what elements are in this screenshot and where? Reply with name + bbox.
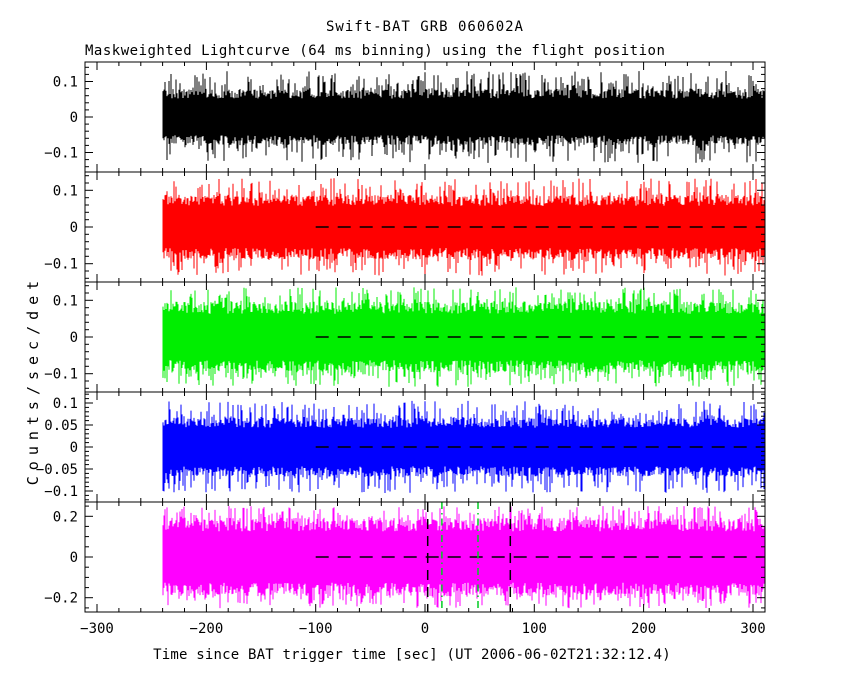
y-tick-label: 0.1 (53, 75, 78, 91)
y-tick-label: −0.1 (44, 146, 78, 162)
y-tick-label: 0 (70, 550, 78, 566)
panel-3: 0.1 0 −0.1 (44, 281, 766, 393)
x-tick-label: −100 (299, 621, 333, 637)
y-tick-label: 0.1 (53, 183, 78, 199)
y-tick-label: −0.05 (36, 462, 78, 478)
panel-1: 0.1 0 −0.1 (44, 61, 766, 173)
x-tick-label: −300 (80, 621, 114, 637)
x-tick-label: 200 (631, 621, 656, 637)
y-tick-label: −0.1 (44, 257, 78, 273)
chart-title: Swift-BAT GRB 060602A (326, 19, 524, 35)
y-tick-label: 0 (70, 440, 78, 456)
y-tick-label: −0.1 (44, 484, 78, 500)
panel-4: 0.1 0.05 0 −0.05 −0.1 (36, 391, 766, 503)
panels-group: 0.1 0 −0.1 0.1 0 −0.1 0.1 0 −0.1 0.1 0.05 0 −0.05 −0.… (36, 61, 766, 637)
panel-5: 0.2 0 −0.2 (44, 501, 766, 613)
x-tick-labels: −300 −200 −100 0 100 200 300 (80, 621, 766, 637)
y-tick-label: −0.1 (44, 367, 78, 383)
lightcurve-trace (162, 71, 766, 163)
x-tick-label: 300 (740, 621, 765, 637)
panel-2: 0.1 0 −0.1 (44, 171, 766, 283)
x-tick-label: −200 (190, 621, 224, 637)
x-tick-label: 100 (522, 621, 547, 637)
y-tick-label: −0.2 (44, 591, 78, 607)
x-tick-label: 0 (421, 621, 429, 637)
lightcurve-trace (162, 400, 766, 493)
y-tick-label: 0.05 (44, 418, 78, 434)
y-tick-label: 0.1 (53, 293, 78, 309)
y-tick-label: 0.1 (53, 396, 78, 412)
chart-subtitle: Maskweighted Lightcurve (64 ms binning) … (85, 43, 665, 59)
y-axis-label: Counts/sec/det (24, 275, 42, 485)
y-tick-label: 0 (70, 330, 78, 346)
lightcurve-trace (162, 287, 766, 387)
y-tick-label: 0.2 (53, 509, 78, 525)
x-axis-label: Time since BAT trigger time [sec] (UT 20… (153, 647, 671, 663)
y-tick-label: 0 (70, 220, 78, 236)
y-tick-label: 0 (70, 110, 78, 126)
